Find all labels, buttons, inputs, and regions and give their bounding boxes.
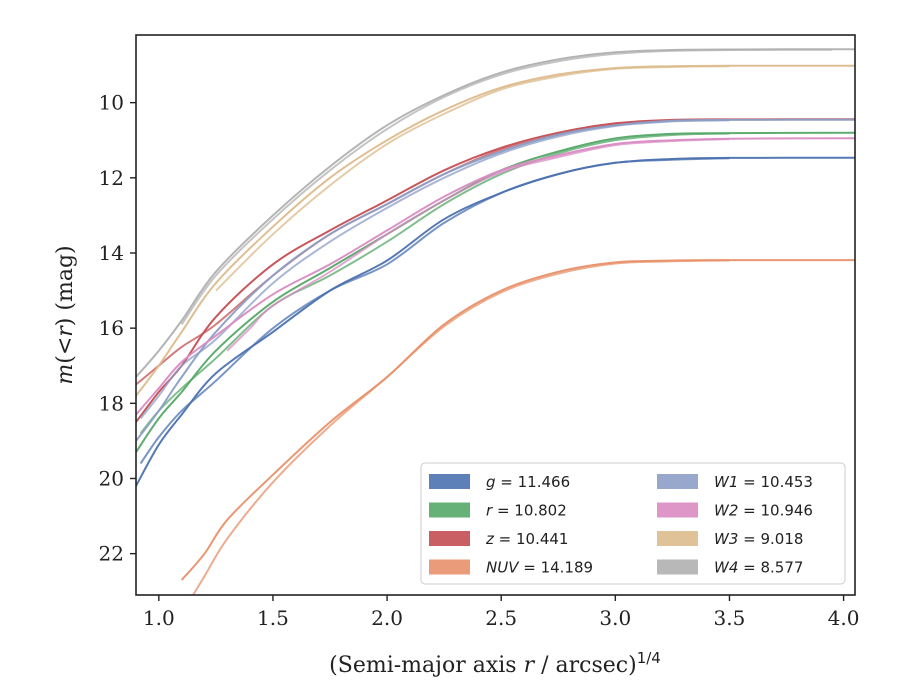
x-tick-label: 3.5 (714, 606, 746, 630)
x-axis-label-main: (Semi-major axis (329, 653, 523, 678)
x-axis: 1.0 1.5 2.0 2.5 3.0 3.5 4.0 (143, 595, 860, 630)
y-tick-label: 10 (99, 91, 124, 115)
x-axis-label-exponent: 1/4 (637, 649, 661, 667)
x-tick-label: 1.5 (257, 606, 289, 630)
legend: g = 11.466 r = 10.802 z = 10.441 NUV = 14.1… (420, 462, 846, 585)
y-axis-label-close: ) (mag) (53, 245, 78, 326)
legend-label-w3: W3 = 9.018 (714, 530, 803, 548)
series-line-w3-2 (215, 65, 730, 292)
y-tick-label: 18 (99, 391, 124, 415)
legend-swatch-nuv (429, 559, 470, 575)
legend-label-r: r = 10.802 (486, 502, 567, 520)
series-line-w1-2 (139, 119, 730, 420)
series-line-nuv-2 (192, 259, 730, 595)
y-axis-label-m: m (53, 364, 78, 385)
legend-swatch-w1 (657, 474, 698, 489)
legend-label-g: g = 11.466 (486, 473, 570, 491)
legend-box (420, 462, 846, 585)
legend-swatch-w2 (657, 502, 698, 518)
y-tick-label: 22 (99, 542, 124, 566)
legend-label-z: z = 10.441 (485, 530, 568, 548)
y-axis-label-open: (< (53, 337, 78, 364)
series-line-w4-2 (180, 48, 833, 325)
plot-frame (135, 34, 856, 596)
x-tick-label: 3.0 (599, 606, 631, 630)
legend-swatch-w3 (657, 531, 698, 546)
y-tick-label: 12 (99, 166, 124, 190)
y-axis-label: m(<r) (mag) (53, 245, 78, 384)
y-axis-label-var: r (53, 325, 78, 337)
legend-swatch-z (429, 531, 470, 546)
series-line-g-2 (139, 157, 730, 465)
y-tick-label: 16 (99, 316, 124, 340)
legend-label-nuv: NUV = 14.189 (486, 559, 593, 577)
legend-label-w2: W2 = 10.946 (714, 502, 813, 520)
series-line-w2-2 (226, 138, 730, 352)
legend-items: g = 11.466 r = 10.802 z = 10.441 NUV = 14.1… (429, 473, 813, 577)
series-layer (136, 48, 855, 595)
x-axis-label-var: r (524, 653, 536, 678)
legend-swatch-r (429, 502, 470, 518)
x-tick-label: 2.5 (485, 606, 517, 630)
legend-label-w1: W1 = 10.453 (714, 473, 813, 491)
x-tick-label: 1.0 (143, 606, 175, 630)
x-axis-label: (Semi-major axis r / arcsec)1/4 (329, 649, 661, 678)
series-line-r-2 (139, 132, 730, 435)
x-tick-label: 4.0 (828, 606, 860, 630)
legend-swatch-w4 (657, 559, 698, 575)
legend-swatch-g (429, 474, 470, 489)
legend-label-w4: W4 = 8.577 (714, 559, 803, 577)
x-tick-label: 2.0 (371, 606, 403, 630)
x-axis-label-unit: / arcsec) (534, 653, 637, 678)
y-axis: 10 12 14 16 18 20 22 (99, 91, 136, 566)
y-tick-label: 14 (99, 241, 124, 265)
y-tick-label: 20 (99, 466, 124, 490)
